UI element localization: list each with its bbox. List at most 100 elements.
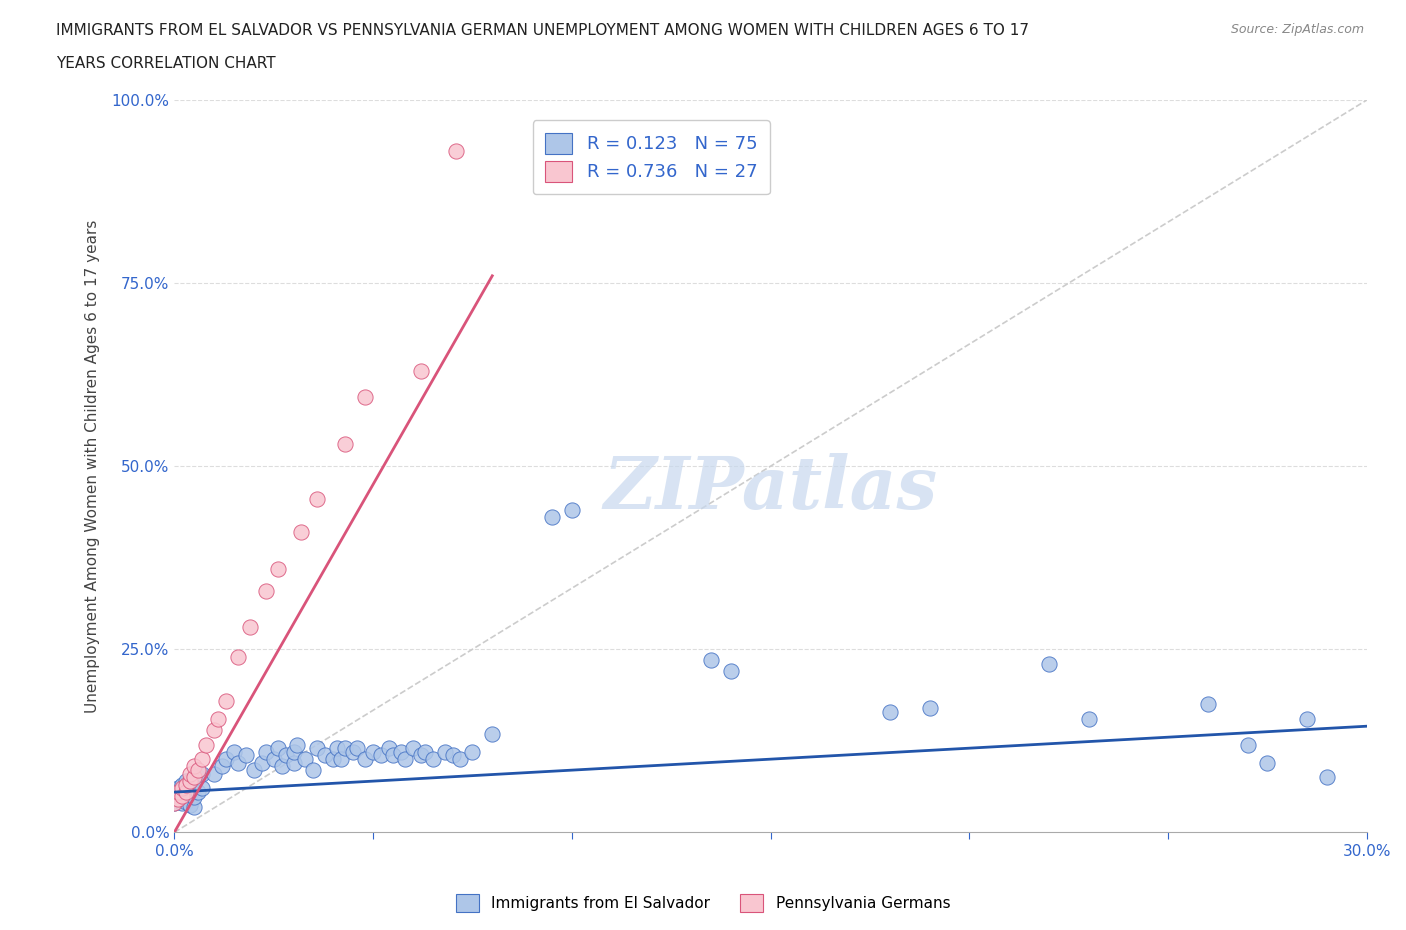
Point	[174, 777, 197, 792]
Point	[342, 744, 364, 759]
Point	[322, 751, 344, 766]
Point	[179, 766, 201, 781]
Point	[167, 785, 190, 800]
Point	[354, 751, 377, 766]
Point	[879, 704, 901, 719]
Point	[167, 792, 190, 807]
Y-axis label: Unemployment Among Women with Children Ages 6 to 17 years: Unemployment Among Women with Children A…	[86, 219, 100, 713]
Point	[307, 740, 329, 755]
Point	[370, 748, 392, 763]
Point	[446, 144, 468, 159]
Text: Source: ZipAtlas.com: Source: ZipAtlas.com	[1230, 23, 1364, 36]
Point	[183, 770, 205, 785]
Point	[450, 751, 472, 766]
Point	[283, 755, 305, 770]
Point	[195, 737, 218, 752]
Point	[207, 711, 229, 726]
Point	[187, 763, 209, 777]
Point	[254, 744, 277, 759]
Point	[202, 766, 225, 781]
Point	[183, 759, 205, 774]
Point	[191, 766, 214, 781]
Point	[266, 562, 288, 577]
Point	[461, 744, 484, 759]
Point	[191, 751, 214, 766]
Point	[250, 755, 273, 770]
Text: ZIPatlas: ZIPatlas	[603, 453, 938, 524]
Point	[413, 744, 436, 759]
Point	[239, 620, 262, 635]
Point	[1316, 770, 1339, 785]
Point	[700, 653, 723, 668]
Point	[1077, 711, 1099, 726]
Point	[346, 740, 368, 755]
Point	[1038, 657, 1060, 671]
Point	[274, 748, 297, 763]
Point	[174, 782, 197, 797]
Point	[1296, 711, 1319, 726]
Point	[302, 763, 325, 777]
Point	[167, 781, 190, 796]
Point	[254, 583, 277, 598]
Point	[235, 748, 257, 763]
Point	[294, 751, 316, 766]
Point	[1256, 755, 1278, 770]
Legend: R = 0.123   N = 75, R = 0.736   N = 27: R = 0.123 N = 75, R = 0.736 N = 27	[533, 120, 770, 194]
Point	[172, 796, 194, 811]
Text: IMMIGRANTS FROM EL SALVADOR VS PENNSYLVANIA GERMAN UNEMPLOYMENT AMONG WOMEN WITH: IMMIGRANTS FROM EL SALVADOR VS PENNSYLVA…	[56, 23, 1029, 38]
Point	[187, 770, 209, 785]
Point	[287, 737, 309, 752]
Point	[211, 759, 233, 774]
Point	[354, 390, 377, 405]
Point	[191, 781, 214, 796]
Point	[172, 781, 194, 796]
Point	[402, 740, 425, 755]
Point	[330, 751, 353, 766]
Point	[918, 700, 941, 715]
Point	[541, 510, 564, 525]
Point	[335, 740, 357, 755]
Point	[361, 744, 384, 759]
Point	[389, 744, 412, 759]
Point	[174, 794, 197, 809]
Point	[314, 748, 336, 763]
Point	[290, 525, 312, 539]
Point	[266, 740, 288, 755]
Point	[174, 785, 197, 800]
Point	[422, 751, 444, 766]
Point	[172, 789, 194, 804]
Point	[720, 664, 742, 679]
Point	[226, 755, 249, 770]
Point	[283, 744, 305, 759]
Point	[433, 744, 456, 759]
Point	[183, 799, 205, 814]
Point	[561, 503, 583, 518]
Point	[409, 364, 432, 379]
Point	[1197, 697, 1219, 711]
Point	[326, 740, 349, 755]
Point	[381, 748, 404, 763]
Point	[409, 748, 432, 763]
Point	[202, 723, 225, 737]
Point	[215, 693, 238, 708]
Point	[179, 776, 201, 790]
Point	[242, 763, 264, 777]
Point	[215, 751, 238, 766]
Legend: Immigrants from El Salvador, Pennsylvania Germans: Immigrants from El Salvador, Pennsylvani…	[450, 888, 956, 918]
Point	[179, 797, 201, 812]
Point	[172, 789, 194, 804]
Point	[179, 774, 201, 789]
Point	[167, 792, 190, 807]
Point	[307, 492, 329, 507]
Point	[1236, 737, 1258, 752]
Point	[394, 751, 416, 766]
Point	[167, 785, 190, 800]
Point	[179, 787, 201, 802]
Point	[172, 777, 194, 792]
Point	[335, 437, 357, 452]
Point	[174, 774, 197, 789]
Text: YEARS CORRELATION CHART: YEARS CORRELATION CHART	[56, 56, 276, 71]
Point	[183, 790, 205, 804]
Point	[187, 785, 209, 800]
Point	[441, 748, 464, 763]
